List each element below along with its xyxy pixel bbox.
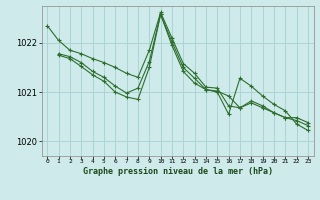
X-axis label: Graphe pression niveau de la mer (hPa): Graphe pression niveau de la mer (hPa)	[83, 167, 273, 176]
